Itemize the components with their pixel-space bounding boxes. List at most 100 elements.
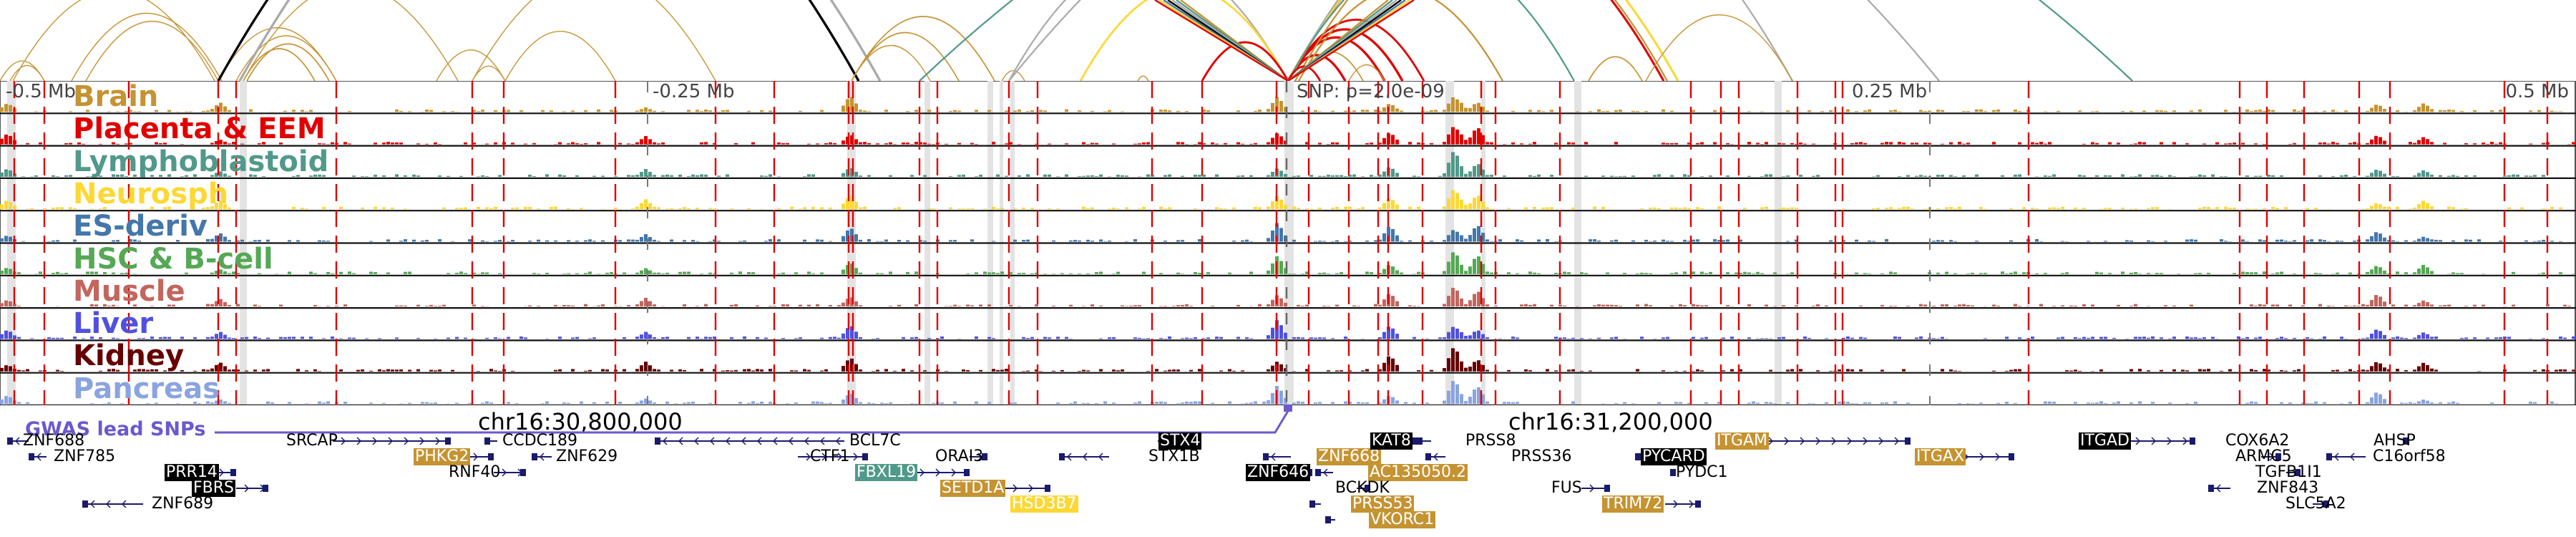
gene-label-bcl7c[interactable]: BCL7C <box>849 432 901 450</box>
gene-label-prss53[interactable]: PRSS53 <box>1351 495 1415 513</box>
exon-block <box>520 469 526 476</box>
signal-bar <box>1125 241 1128 242</box>
signal-bar <box>1915 337 1918 339</box>
signal-bar <box>2117 401 2120 404</box>
signal-bar <box>1284 302 1287 307</box>
signal-bar <box>640 172 643 177</box>
gene-label-cox6a2[interactable]: COX6A2 <box>2225 432 2290 450</box>
gene-label-prss8[interactable]: PRSS8 <box>1465 432 1516 450</box>
gene-label-pycard[interactable]: PYCARD <box>1641 448 1707 465</box>
gene-label-fbrs[interactable]: FBRS <box>192 479 235 497</box>
signal-bar <box>691 401 695 404</box>
signal-bar <box>2344 110 2348 112</box>
signal-bar <box>1215 174 1219 177</box>
signal-bar <box>2258 304 2262 307</box>
gene-label-ahsp[interactable]: AHSP <box>2373 432 2416 450</box>
gene-label-pydc1[interactable]: PYDC1 <box>1676 463 1728 481</box>
gene-label-kat8[interactable]: KAT8 <box>1370 432 1413 450</box>
signal-bar <box>1236 337 1240 339</box>
gene-label-srcap[interactable]: SRCAP <box>286 432 338 450</box>
gwas-snp-marker[interactable] <box>1284 405 1292 412</box>
gene-label-znf688[interactable]: ZNF688 <box>23 432 85 450</box>
signal-bar <box>2370 139 2373 145</box>
signal-bar <box>1185 401 1189 404</box>
signal-bar <box>442 304 446 307</box>
gene-label-ctf1[interactable]: CTF1 <box>810 448 850 465</box>
signal-bar <box>1267 400 1270 404</box>
signal-bar <box>683 402 686 404</box>
gene-label-tgfb1i1[interactable]: TGFB1I1 <box>2255 463 2322 481</box>
gene-label-armc5[interactable]: ARMC5 <box>2235 448 2292 465</box>
gene-label-prr14[interactable]: PRR14 <box>165 463 219 481</box>
gene-label-stx1b[interactable]: STX1B <box>1148 448 1200 465</box>
signal-bar <box>1696 369 1699 372</box>
signal-bar <box>841 400 845 404</box>
signal-bar <box>769 369 772 372</box>
gene-label-vkorc1[interactable]: VKORC1 <box>1369 511 1436 528</box>
signal-bar <box>232 338 235 339</box>
signal-bar <box>2374 362 2378 372</box>
exon-block <box>1635 453 1641 460</box>
signal-bar <box>854 139 858 145</box>
signal-bar <box>2121 271 2124 274</box>
signal-bar <box>2426 364 2429 372</box>
signal-bar <box>133 239 137 242</box>
signal-bar <box>1365 369 1369 372</box>
gene-label-znf629[interactable]: ZNF629 <box>556 448 618 465</box>
signal-bar <box>2288 143 2292 145</box>
signal-bar <box>1984 111 1987 112</box>
signal-bar <box>1387 198 1390 210</box>
signal-bar <box>648 365 652 372</box>
gene-label-trim72[interactable]: TRIM72 <box>1602 495 1664 513</box>
signal-bar <box>185 175 188 177</box>
gene-label-bckdk[interactable]: BCKDK <box>1335 479 1390 497</box>
gene-label-itgam[interactable]: ITGAM <box>1715 432 1770 450</box>
gene-label-znf785[interactable]: ZNF785 <box>54 448 116 465</box>
gene-label-slc5a2[interactable]: SLC5A2 <box>2285 495 2346 513</box>
signal-bar <box>730 208 733 210</box>
signal-bar <box>1331 338 1335 339</box>
gene-label-znf668[interactable]: ZNF668 <box>1317 448 1382 465</box>
signal-bar <box>1906 175 1910 177</box>
signal-bar <box>236 273 240 274</box>
signal-bar <box>1687 208 1691 210</box>
gene-label-itgax[interactable]: ITGAX <box>1915 448 1966 465</box>
gene-label-prss36[interactable]: PRSS36 <box>1511 448 1572 465</box>
interaction-arc <box>243 48 316 82</box>
signal-bar <box>1687 175 1691 177</box>
signal-bar <box>2211 174 2215 177</box>
gene-label-ccdc189[interactable]: CCDC189 <box>502 432 578 450</box>
signal-bar <box>2108 273 2112 274</box>
signal-bar <box>1984 273 1987 274</box>
signal-bar <box>850 358 854 372</box>
signal-bar <box>1941 304 1944 307</box>
gene-label-fus[interactable]: FUS <box>1551 479 1582 497</box>
signal-bar <box>0 334 4 339</box>
signal-bar <box>206 337 210 339</box>
gene-label-c16orf58[interactable]: C16orf58 <box>2373 448 2446 465</box>
signal-bar <box>219 332 223 339</box>
gene-label-rnf40[interactable]: RNF40 <box>449 463 501 481</box>
gene-label-znf646[interactable]: ZNF646 <box>1246 463 1311 481</box>
signal-bar <box>1189 369 1193 372</box>
gene-label-ac135050-2[interactable]: AC135050.2 <box>1368 463 1468 481</box>
signal-bar <box>726 174 729 177</box>
gene-label-fbxl19[interactable]: FBXL19 <box>855 463 918 481</box>
gene-label-znf843[interactable]: ZNF843 <box>2257 479 2319 497</box>
signal-bar <box>210 402 214 404</box>
gene-label-hsd3b7[interactable]: HSD3B7 <box>1010 495 1078 513</box>
signal-bar <box>2147 208 2150 210</box>
signal-bar <box>2138 401 2142 404</box>
gene-label-stx4[interactable]: STX4 <box>1158 432 1202 450</box>
signal-bar <box>1485 207 1489 210</box>
signal-bar <box>567 240 570 242</box>
gene-label-znf689[interactable]: ZNF689 <box>152 495 214 513</box>
gene-label-itgad[interactable]: ITGAD <box>2079 432 2131 450</box>
gene-label-setd1a[interactable]: SETD1A <box>940 479 1006 497</box>
signal-bar <box>9 135 12 145</box>
signal-bar <box>73 337 77 339</box>
strand-arrow-icon <box>756 437 762 445</box>
gene-label-orai3[interactable]: ORAI3 <box>935 448 984 465</box>
gene-label-phkg2[interactable]: PHKG2 <box>414 448 471 465</box>
signal-bar <box>99 208 102 210</box>
